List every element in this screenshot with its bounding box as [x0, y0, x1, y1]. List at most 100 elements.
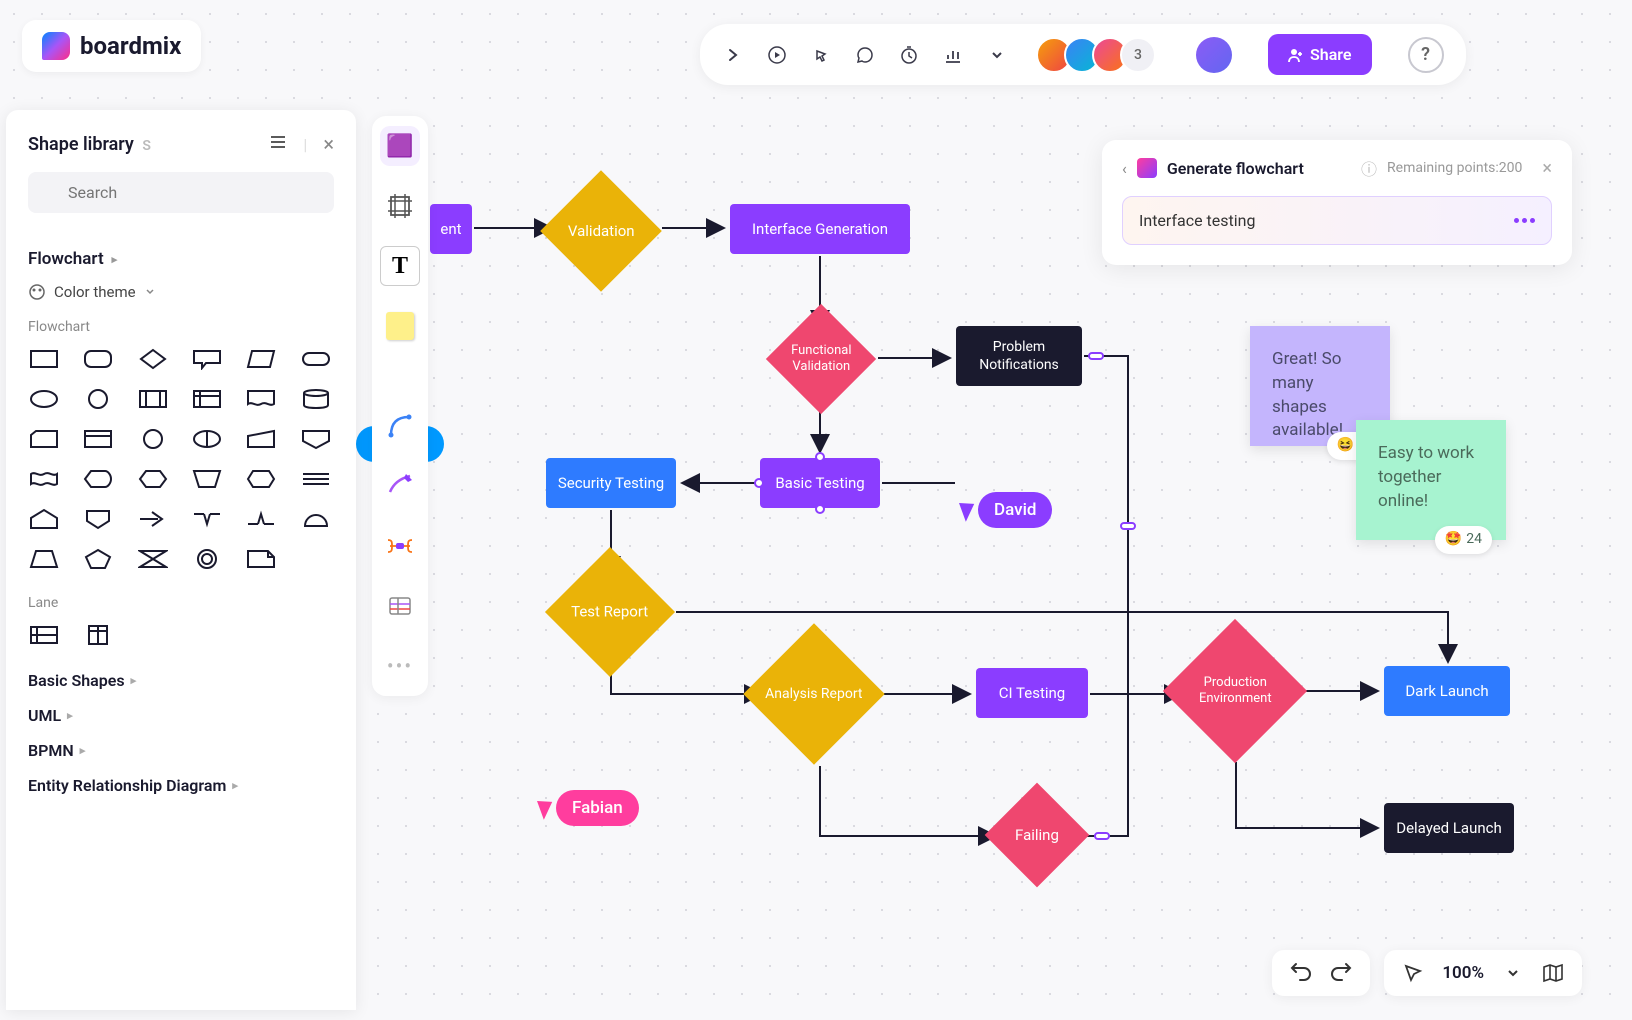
- selection-handle[interactable]: [815, 504, 825, 514]
- cursor-icon[interactable]: [1402, 962, 1424, 984]
- node-basic-testing[interactable]: Basic Testing: [760, 458, 880, 508]
- subcategory-basic-shapes[interactable]: Basic Shapes: [28, 671, 334, 690]
- node-delayed-launch[interactable]: Delayed Launch: [1384, 803, 1514, 853]
- ai-close-icon[interactable]: ×: [1542, 158, 1552, 179]
- shape-card[interactable]: [28, 427, 60, 451]
- text-tool-icon[interactable]: T: [380, 246, 420, 286]
- shape-display[interactable]: [82, 467, 114, 491]
- current-user-avatar[interactable]: [1196, 37, 1232, 73]
- flowchart-shapes-grid: [28, 347, 334, 571]
- ai-prompt-input[interactable]: [1139, 211, 1514, 230]
- chevron-right-icon[interactable]: [722, 44, 744, 66]
- node-dark-launch[interactable]: Dark Launch: [1384, 666, 1510, 716]
- shape-callout[interactable]: [191, 347, 223, 371]
- node-problem-notifications[interactable]: Problem Notifications: [956, 326, 1082, 386]
- shape-circle[interactable]: [82, 387, 114, 411]
- chevron-down-icon[interactable]: [986, 44, 1008, 66]
- shape-ellipse[interactable]: [28, 387, 60, 411]
- shape-search-input[interactable]: [28, 172, 334, 213]
- pen-tool-icon[interactable]: [380, 466, 420, 506]
- shape-internal-storage[interactable]: [191, 387, 223, 411]
- list-toggle-icon[interactable]: [269, 133, 287, 155]
- shape-manual-input[interactable]: [245, 427, 277, 451]
- shape-swimlane-v[interactable]: [82, 623, 114, 647]
- node-ci-testing[interactable]: CI Testing: [976, 668, 1088, 718]
- node-interface-generation[interactable]: Interface Generation: [730, 204, 910, 254]
- shape-offpage[interactable]: [300, 427, 332, 451]
- comment-icon[interactable]: [854, 44, 876, 66]
- map-icon[interactable]: [1542, 962, 1564, 984]
- connector-tool-icon[interactable]: [380, 406, 420, 446]
- table-tool-icon[interactable]: [380, 586, 420, 626]
- chart-icon[interactable]: [942, 44, 964, 66]
- shape-shield[interactable]: [82, 507, 114, 531]
- more-tools-icon[interactable]: •••: [380, 646, 420, 686]
- shape-connector[interactable]: [137, 427, 169, 451]
- shape-storage[interactable]: [82, 427, 114, 451]
- subcategory-bpmn[interactable]: BPMN: [28, 741, 334, 760]
- shape-merge[interactable]: [191, 507, 223, 531]
- shape-double-circle[interactable]: [191, 547, 223, 571]
- timer-icon[interactable]: [898, 44, 920, 66]
- edge-handle[interactable]: [1120, 522, 1136, 530]
- shape-home[interactable]: [28, 507, 60, 531]
- reaction-badge[interactable]: 🤩24: [1435, 526, 1492, 554]
- shape-tape[interactable]: [28, 467, 60, 491]
- shape-note[interactable]: [245, 547, 277, 571]
- chevron-down-icon[interactable]: [1502, 962, 1524, 984]
- selection-handle[interactable]: [754, 478, 764, 488]
- shape-lines[interactable]: [300, 467, 332, 491]
- share-button[interactable]: Share: [1268, 34, 1372, 75]
- node-ent[interactable]: ent: [430, 204, 472, 254]
- shape-parallelogram[interactable]: [245, 347, 277, 371]
- collaborator-avatars[interactable]: 3: [1044, 37, 1156, 73]
- shapes-tool-icon[interactable]: 🟪: [380, 126, 420, 166]
- shape-hexagon[interactable]: [137, 467, 169, 491]
- shape-terminator[interactable]: [300, 347, 332, 371]
- color-theme-dropdown[interactable]: Color theme: [28, 283, 334, 301]
- shape-collate[interactable]: [137, 547, 169, 571]
- shape-pentagon[interactable]: [82, 547, 114, 571]
- shape-diamond[interactable]: [137, 347, 169, 371]
- sticky-note-green[interactable]: Easy to work together online! 🤩24: [1356, 420, 1506, 540]
- frame-tool-icon[interactable]: [380, 186, 420, 226]
- app-logo[interactable]: boardmix: [22, 20, 201, 72]
- cursor-click-icon[interactable]: [810, 44, 832, 66]
- category-dropdown[interactable]: Flowchart: [28, 249, 334, 269]
- info-icon[interactable]: ⓘ: [1361, 156, 1377, 180]
- redo-icon[interactable]: [1330, 962, 1352, 984]
- shape-extract[interactable]: [245, 507, 277, 531]
- shape-document[interactable]: [245, 387, 277, 411]
- subcategory-uml[interactable]: UML: [28, 706, 334, 725]
- ai-generate-panel: ‹ Generate flowchart ⓘ Remaining points:…: [1102, 140, 1572, 265]
- node-security-testing[interactable]: Security Testing: [546, 458, 676, 508]
- shape-arrow[interactable]: [137, 507, 169, 531]
- undo-icon[interactable]: [1290, 962, 1312, 984]
- shape-halfcircle[interactable]: [300, 507, 332, 531]
- shape-summing[interactable]: [191, 427, 223, 451]
- shape-trapezoid[interactable]: [28, 547, 60, 571]
- selection-handle[interactable]: [815, 452, 825, 462]
- shape-rounded-rect[interactable]: [82, 347, 114, 371]
- ai-back-icon[interactable]: ‹: [1122, 159, 1127, 178]
- shape-cylinder[interactable]: [300, 387, 332, 411]
- shape-rect[interactable]: [28, 347, 60, 371]
- shape-library-panel: Shape library S | × Flowchart Color them…: [6, 110, 356, 1010]
- zoom-level[interactable]: 100%: [1442, 963, 1484, 983]
- edge-handle[interactable]: [1094, 832, 1110, 840]
- play-icon[interactable]: [766, 44, 788, 66]
- help-button[interactable]: ?: [1408, 37, 1444, 73]
- close-panel-icon[interactable]: ×: [323, 132, 334, 156]
- section-flowchart-label: Flowchart: [28, 319, 334, 335]
- avatar-overflow-count[interactable]: 3: [1120, 37, 1156, 73]
- shape-manual-op[interactable]: [191, 467, 223, 491]
- sticky-tool-icon[interactable]: [380, 306, 420, 346]
- person-plus-icon: [1288, 47, 1304, 63]
- edge-handle[interactable]: [1088, 352, 1104, 360]
- subcategory-erd[interactable]: Entity Relationship Diagram: [28, 776, 334, 795]
- shape-swimlane-h[interactable]: [28, 623, 60, 647]
- shape-preparation[interactable]: [245, 467, 277, 491]
- mindmap-tool-icon[interactable]: [380, 526, 420, 566]
- bottom-controls: 100%: [1272, 950, 1582, 996]
- shape-predefined[interactable]: [137, 387, 169, 411]
